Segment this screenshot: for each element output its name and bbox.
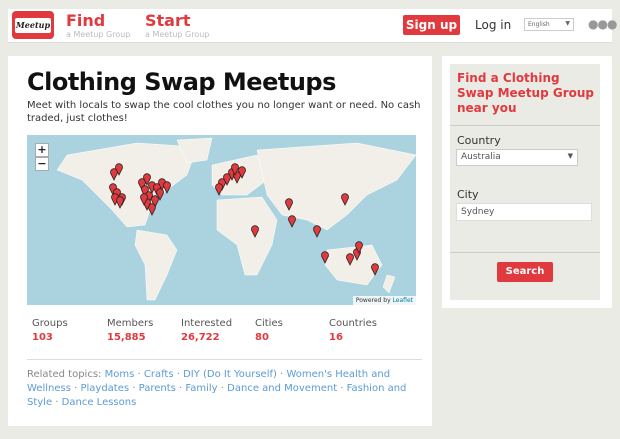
map-pin-marker[interactable] (341, 193, 349, 206)
map-pin-marker[interactable] (231, 163, 239, 176)
map-pin-marker[interactable] (355, 241, 363, 254)
asia (256, 142, 416, 231)
map-pin-marker[interactable] (346, 253, 354, 266)
map-pin-marker[interactable] (151, 195, 159, 208)
stat-members: Members 15,885 (107, 318, 154, 343)
north-america (56, 142, 198, 228)
ellipsis-icon[interactable]: ●●● (588, 17, 617, 31)
map-pin-marker[interactable] (110, 168, 118, 181)
city-label: City (457, 188, 479, 201)
country-label: Country (457, 134, 501, 147)
topic-link[interactable]: Dance and Movement (227, 383, 338, 394)
signup-button[interactable]: Sign up (403, 15, 460, 35)
login-link[interactable]: Log in (475, 18, 512, 32)
africa (216, 196, 278, 276)
topic-link[interactable]: Fashion and Style (27, 383, 407, 408)
map-pin-marker[interactable] (313, 225, 321, 238)
leaflet-link[interactable]: Leaflet (392, 297, 413, 304)
map-pin-marker[interactable] (285, 198, 293, 211)
map-pin-marker[interactable] (288, 215, 296, 228)
map-pin-marker[interactable] (371, 263, 379, 276)
page-description: Meet with locals to swap the cool clothe… (27, 100, 421, 124)
zoom-in-button[interactable]: + (35, 143, 49, 157)
divider (450, 252, 600, 253)
map-pin-marker[interactable] (321, 251, 329, 264)
stat-groups: Groups 103 (32, 318, 68, 343)
meetup-logo[interactable]: Meetup (12, 11, 54, 39)
greenland (176, 137, 213, 164)
world-map[interactable]: + − Powered by Leaflet (27, 135, 416, 305)
country-select[interactable]: Australia ▼ (456, 149, 578, 166)
topic-link[interactable]: Women's Health and Wellness (27, 369, 391, 394)
topic-link[interactable]: DIY (Do It Yourself) (183, 369, 277, 380)
stat-interested: Interested 26,722 (181, 318, 233, 343)
find-group-box: Find a Clothing Swap Meetup Group near y… (450, 64, 600, 300)
topic-link[interactable]: Playdates (80, 383, 130, 394)
main-panel: Clothing Swap Meetups Meet with locals t… (8, 56, 432, 426)
stat-countries: Countries 16 (329, 318, 377, 343)
language-select[interactable]: English ▼ (524, 18, 574, 31)
map-attribution: Powered by Leaflet (352, 296, 416, 305)
topic-link[interactable]: Dance Lessons (61, 397, 137, 408)
new-zealand (382, 274, 396, 294)
find-link[interactable]: Find a Meetup Group (66, 11, 131, 39)
top-header: Meetup Find a Meetup Group Start a Meetu… (8, 9, 617, 43)
related-topics: Related topics: Moms · Crafts · DIY (Do … (27, 369, 407, 408)
map-pin-marker[interactable] (141, 185, 149, 198)
divider (27, 359, 422, 360)
map-pin-marker[interactable] (138, 178, 146, 191)
divider (450, 125, 600, 126)
stat-cities: Cities 80 (255, 318, 283, 343)
map-pin-marker[interactable] (140, 193, 148, 206)
city-input[interactable]: Sydney (456, 203, 592, 221)
map-pin-marker[interactable] (116, 196, 124, 209)
search-button[interactable]: Search (497, 262, 553, 282)
map-pin-marker[interactable] (163, 181, 171, 194)
start-link[interactable]: Start a Meetup Group (145, 11, 210, 39)
map-pin-marker[interactable] (156, 188, 164, 201)
map-pin-marker[interactable] (148, 203, 156, 216)
map-pin-marker[interactable] (215, 183, 223, 196)
zoom-out-button[interactable]: − (35, 157, 49, 171)
map-pin-marker[interactable] (143, 173, 151, 186)
map-pin-marker[interactable] (238, 166, 246, 179)
topic-link[interactable]: Parents (138, 383, 176, 394)
dropdown-arrow-icon: ▼ (565, 20, 570, 27)
sidebar: Find a Clothing Swap Meetup Group near y… (442, 56, 612, 308)
sidebar-heading: Find a Clothing Swap Meetup Group near y… (457, 71, 595, 115)
map-land (56, 137, 416, 301)
page-title: Clothing Swap Meetups (27, 68, 336, 96)
map-pin-marker[interactable] (115, 163, 123, 176)
south-america (134, 229, 178, 301)
dropdown-arrow-icon: ▼ (567, 152, 573, 160)
map-pin-marker[interactable] (251, 225, 259, 238)
map-pin-marker[interactable] (223, 173, 231, 186)
topic-link[interactable]: Family (185, 383, 218, 394)
topic-link[interactable]: Moms (104, 369, 135, 380)
topic-link[interactable]: Crafts (143, 369, 174, 380)
australia (324, 244, 383, 286)
